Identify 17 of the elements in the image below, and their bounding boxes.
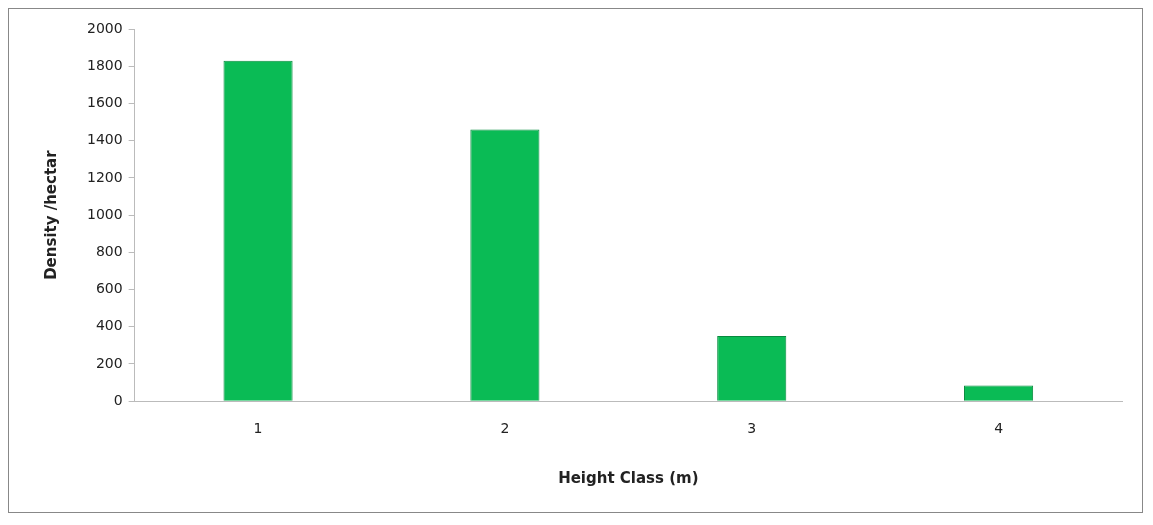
y-tick-label: 0 (113, 391, 123, 408)
y-tick-label: 400 (95, 317, 123, 334)
y-tick-label: 1200 (86, 168, 123, 185)
x-axis-title: Height Class (m) (558, 468, 699, 487)
y-tick-label: 1600 (86, 94, 123, 111)
x-tick-label: 3 (747, 420, 757, 437)
x-tick-label: 4 (994, 420, 1004, 437)
y-tick-label: 1800 (86, 56, 123, 73)
y-tick-label: 200 (95, 354, 123, 371)
y-tick-label: 2000 (86, 19, 123, 36)
y-tick-label: 800 (95, 242, 123, 259)
x-tick-label: 1 (253, 420, 263, 437)
y-tick-label: 600 (95, 280, 123, 297)
y-axis-title: Density /hectar (41, 149, 60, 280)
y-tick-label: 1000 (86, 205, 123, 222)
x-tick-label: 2 (500, 420, 510, 437)
y-tick-label: 1400 (86, 131, 123, 148)
